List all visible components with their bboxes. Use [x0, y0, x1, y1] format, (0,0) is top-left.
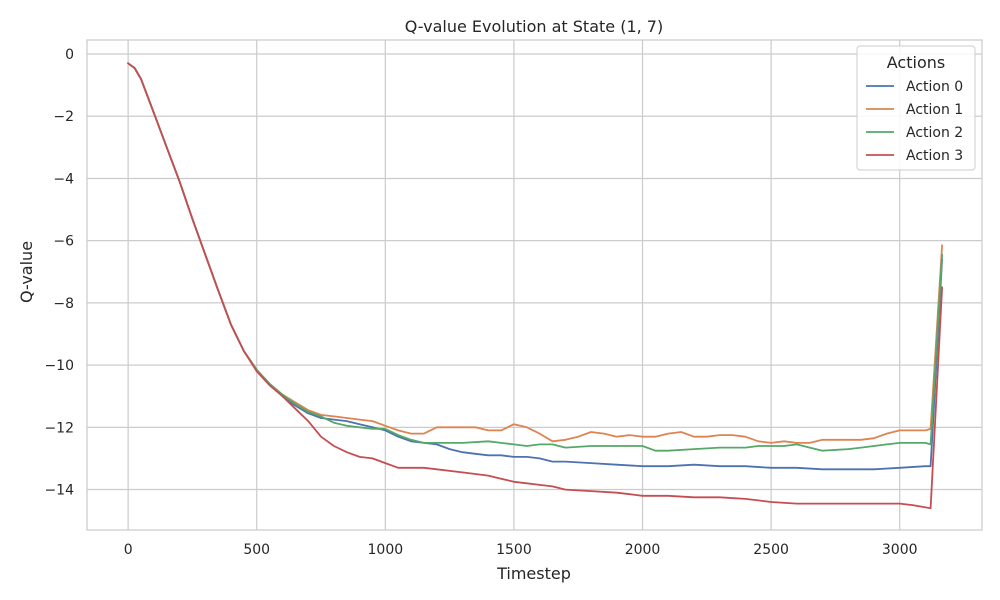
y-axis-label: Q-value — [17, 241, 36, 303]
legend-title: Actions — [887, 53, 945, 72]
y-tick-label: −10 — [44, 358, 74, 374]
legend-label-action-3: Action 3 — [906, 148, 963, 164]
y-tick-label: −14 — [44, 483, 74, 499]
chart-title: Q-value Evolution at State (1, 7) — [405, 17, 663, 36]
y-tick-label: −8 — [53, 296, 74, 312]
x-tick-label: 3000 — [882, 542, 918, 558]
y-tick-label: −12 — [44, 420, 74, 436]
y-axis-ticks: 0 −2 −4 −6 −8 −10 −12 −14 — [44, 47, 74, 499]
x-tick-label: 1000 — [368, 542, 404, 558]
x-axis-label: Timestep — [496, 564, 571, 583]
legend-box — [856, 45, 976, 171]
series-line-action-3 — [127, 62, 943, 510]
y-tick-label: −4 — [53, 171, 74, 187]
y-tick-label: −2 — [53, 109, 74, 125]
legend-label-action-1: Action 1 — [906, 102, 963, 118]
legend: Actions Action 0 Action 1 Action 2 Action 3 — [856, 45, 976, 171]
x-tick-label: 2000 — [625, 542, 661, 558]
plot-frame — [86, 39, 983, 531]
x-tick-label: 1500 — [496, 542, 532, 558]
legend-label-action-0: Action 0 — [906, 79, 963, 95]
y-tick-label: −6 — [53, 234, 74, 250]
grid-lines — [87, 40, 982, 530]
x-axis-ticks: 0 500 1000 1500 2000 2500 3000 — [124, 542, 918, 558]
series-lines — [127, 62, 943, 510]
y-tick-label: 0 — [65, 47, 74, 63]
plot-area — [87, 40, 982, 530]
x-tick-label: 500 — [243, 542, 270, 558]
legend-label-action-2: Action 2 — [906, 125, 963, 141]
x-tick-label: 2500 — [753, 542, 789, 558]
legend-items: Action 0 Action 1 Action 2 Action 3 — [866, 79, 963, 164]
x-tick-label: 0 — [124, 542, 133, 558]
